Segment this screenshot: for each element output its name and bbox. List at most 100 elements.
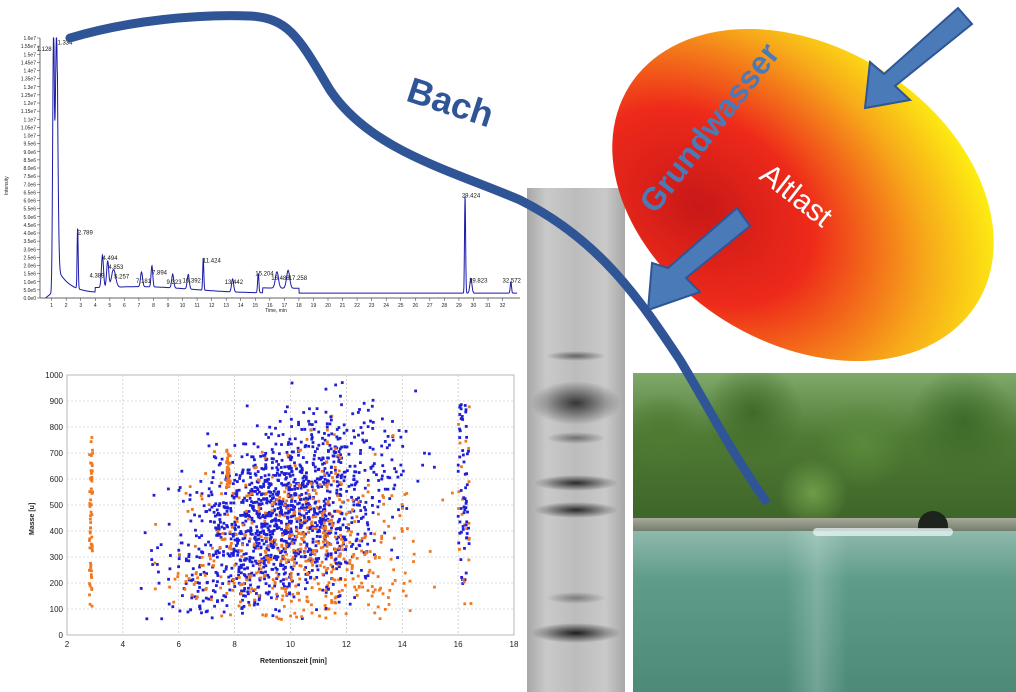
scatter-point (277, 452, 281, 456)
scatter-point (307, 570, 311, 574)
scatter-point (310, 603, 313, 607)
scatter-point (248, 537, 252, 541)
scatter-point (307, 547, 311, 551)
scatter-point (382, 502, 386, 506)
scatter-point (297, 482, 301, 486)
scatter-point (248, 503, 252, 507)
scatter-point (359, 509, 363, 512)
chromatogram-y-tick-label: 1.0e6 (23, 280, 36, 286)
scatter-point (288, 488, 292, 491)
scatter-point (286, 524, 290, 527)
scatter-point (377, 488, 381, 492)
scatter-point (262, 485, 266, 488)
scatter-point (271, 532, 275, 536)
scatter-point (231, 532, 235, 536)
scatter-point (204, 588, 208, 591)
scatter-point (201, 564, 205, 567)
scatter-point (317, 443, 321, 447)
scatter-point (345, 561, 349, 565)
scatter-point (89, 440, 93, 444)
scatter-point (219, 575, 223, 579)
scatter-point (312, 412, 316, 415)
scatter-point (257, 506, 261, 509)
scatter-point (311, 441, 315, 444)
scatter-point (282, 539, 286, 543)
scatter-point (459, 489, 463, 492)
scatter-point (177, 565, 181, 569)
scatter-point (355, 537, 359, 541)
scatter-point (285, 451, 289, 454)
scatter-point (266, 526, 270, 530)
scatter-point (317, 506, 321, 510)
scatter-point (268, 538, 272, 542)
scatter-point (372, 553, 376, 557)
scatter-point (461, 453, 465, 457)
scatter-point (383, 440, 387, 443)
scatter-point (305, 544, 309, 548)
scatter-point (262, 542, 266, 546)
scatter-point (190, 596, 194, 600)
scatter-point (302, 411, 306, 414)
scatter-point (277, 479, 281, 483)
scatter-point (224, 567, 228, 571)
scatter-point (311, 540, 315, 544)
scatter-point (467, 521, 471, 525)
scatter-point (264, 582, 268, 586)
scatter-point (252, 549, 255, 553)
scatter-point (240, 549, 244, 553)
scatter-point (199, 494, 203, 498)
scatter-point (88, 502, 92, 505)
scatter-point (287, 441, 290, 444)
scatter-point (89, 510, 93, 514)
chromatogram-x-tick-label: 31 (485, 303, 491, 309)
scatter-point (315, 534, 319, 538)
chromatogram-y-tick-label: 2.0e6 (23, 264, 36, 270)
scatter-point (227, 454, 231, 457)
chromatogram-peak-label: 29.823 (469, 279, 488, 285)
scatter-point (335, 537, 339, 541)
scatter-point (240, 606, 244, 610)
scatter-point (273, 541, 276, 544)
scatter-point (462, 580, 466, 584)
scatter-point (315, 576, 319, 579)
scatter-point (244, 533, 248, 537)
scatter-point (284, 511, 287, 515)
scatter-point (153, 587, 157, 591)
scatter-point (289, 534, 293, 538)
scatter-point (225, 449, 229, 453)
scatter-point (350, 495, 353, 499)
chromatogram-y-tick-label: 4.5e6 (23, 223, 36, 229)
scatter-point (184, 557, 188, 561)
scatter-point (325, 545, 329, 548)
scatter-point (256, 445, 260, 449)
scatter-point (461, 525, 465, 528)
scatter-point (260, 467, 264, 470)
scatter-point (354, 539, 358, 543)
scatter-point (228, 461, 232, 465)
scatter-point (289, 483, 293, 487)
scatter-point (291, 538, 295, 541)
scatter-point (289, 494, 293, 497)
scatter-point (367, 570, 371, 574)
scatter-point (264, 558, 268, 561)
scatter-point (283, 557, 287, 561)
scatter-point (289, 515, 293, 519)
scatter-point (302, 540, 306, 544)
scatter-point (311, 563, 314, 567)
scatter-point (151, 563, 155, 566)
scatter-point (244, 485, 248, 489)
scatter-point (291, 555, 295, 559)
scatter-point (273, 518, 277, 522)
scatter-point (284, 550, 287, 554)
scatter-point (231, 534, 235, 538)
scatter-point (308, 496, 312, 500)
scatter-point (184, 580, 188, 583)
scatter-point (324, 568, 328, 572)
scatter-point (274, 487, 278, 490)
scatter-point (302, 532, 306, 536)
scatter-point (281, 582, 285, 586)
scatter-point (249, 489, 253, 493)
scatter-point (296, 591, 299, 595)
scatter-point (316, 484, 320, 488)
scatter-point (360, 568, 363, 572)
